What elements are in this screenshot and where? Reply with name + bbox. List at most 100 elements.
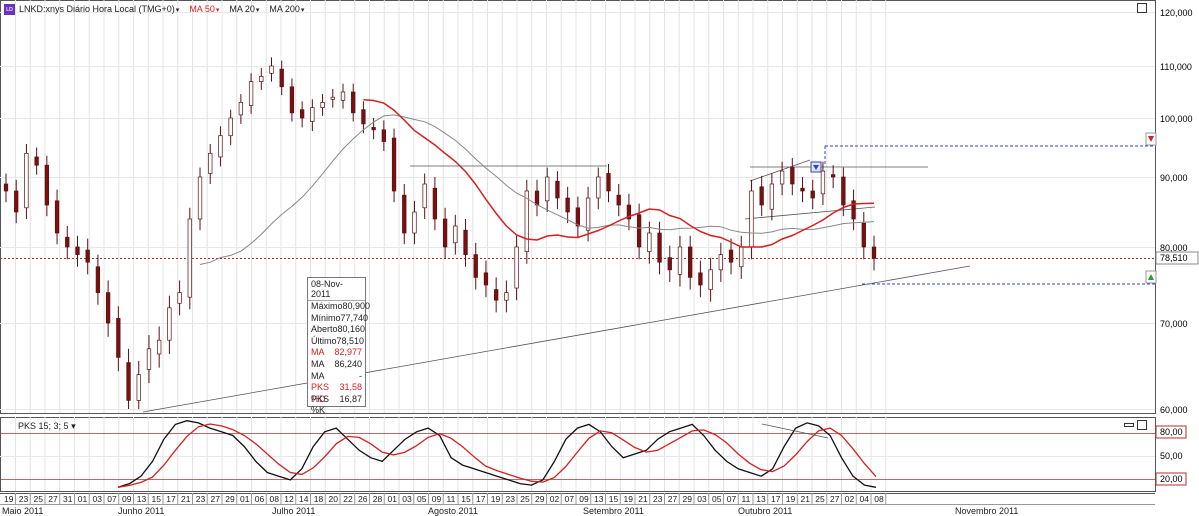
maximize-icon[interactable] [1137,420,1147,430]
candle-body[interactable] [708,269,713,290]
candle-body[interactable] [626,204,632,220]
candle-body[interactable] [698,272,703,286]
candle-body[interactable] [412,211,417,234]
candle-body[interactable] [248,81,254,106]
candle-body[interactable] [453,225,458,244]
candle-body[interactable] [351,91,356,114]
candle-body[interactable] [116,318,121,358]
candle-body[interactable] [851,200,856,220]
candle-body[interactable] [44,164,49,206]
candle-body[interactable] [14,190,19,213]
ma20-line[interactable] [199,114,875,265]
candle-body[interactable] [146,348,152,370]
candle-body[interactable] [340,91,346,101]
indicator-divergence-line[interactable] [761,423,829,439]
candle-body[interactable] [320,102,325,108]
candle-body[interactable] [391,137,397,192]
candle-body[interactable] [688,246,693,278]
candle-body[interactable] [126,362,131,401]
candle-body[interactable] [330,96,335,100]
app-logo[interactable]: ʟᴅ [4,3,15,15]
candle-body[interactable] [381,129,386,142]
candle-body[interactable] [422,183,427,209]
pks-d-line[interactable] [117,423,877,488]
candle-body[interactable] [54,200,60,234]
candle-body[interactable] [75,246,80,255]
candle-body[interactable] [473,254,478,278]
candle-body[interactable] [483,272,489,286]
candle-body[interactable] [371,127,376,131]
candle-body[interactable] [677,246,683,275]
pks-k-line[interactable] [117,420,877,488]
maximize-icon[interactable] [1137,3,1147,13]
candle-body[interactable] [95,266,101,293]
candle-body[interactable] [841,176,846,206]
candle-body[interactable] [861,222,866,248]
candlestick-series[interactable] [3,57,877,409]
candle-body[interactable] [749,190,754,248]
indicator-selector[interactable]: PKS 15; 3; 5 ▾ [18,421,76,432]
candle-body[interactable] [310,107,315,122]
candle-body[interactable] [504,292,509,301]
candle-body[interactable] [463,229,468,255]
ma20-selector[interactable]: MA 20▾ [229,4,259,14]
candle-body[interactable] [657,232,662,263]
candle-body[interactable] [739,246,744,268]
candle-body[interactable] [494,289,499,301]
candle-body[interactable] [616,194,621,206]
candle-body[interactable] [790,167,795,185]
candle-body[interactable] [596,176,601,199]
candle-body[interactable] [228,117,233,137]
candle-body[interactable] [565,197,570,213]
ma200-selector[interactable]: MA 200▾ [269,4,304,14]
candle-body[interactable] [800,187,805,192]
candle-body[interactable] [769,183,775,210]
candle-body[interactable] [208,153,213,174]
candle-body[interactable] [606,173,611,192]
candle-body[interactable] [831,174,836,178]
candle-body[interactable] [136,374,141,401]
candle-body[interactable] [157,339,162,355]
candle-body[interactable] [259,76,264,82]
candle-body[interactable] [24,153,29,209]
candle-body[interactable] [636,214,642,248]
candle-body[interactable] [187,218,192,298]
candle-body[interactable] [545,176,550,202]
ma50-selector[interactable]: MA 50▾ [189,4,219,14]
support-trendline[interactable] [142,265,971,413]
candle-body[interactable] [177,292,182,304]
candle-body[interactable] [585,197,591,231]
candle-body[interactable] [728,249,734,263]
candle-body[interactable] [167,307,172,341]
candle-body[interactable] [555,180,560,199]
candle-body[interactable] [85,249,90,263]
candle-body[interactable] [238,102,244,116]
ma50-line[interactable] [363,99,875,248]
candle-body[interactable] [524,190,529,252]
symbol-selector[interactable]: LNKD:xnys Diário Hora Local (TMG+0)▾ [19,4,179,14]
candle-body[interactable] [3,183,9,192]
candle-body[interactable] [299,109,305,119]
candle-body[interactable] [442,218,448,248]
candle-body[interactable] [871,246,877,259]
candle-body[interactable] [361,109,366,125]
candle-body[interactable] [534,190,540,206]
candle-body[interactable] [820,170,826,195]
candle-body[interactable] [197,176,203,220]
candle-body[interactable] [34,156,39,166]
candle-body[interactable] [218,135,223,158]
candle-body[interactable] [810,190,815,199]
channel-top-line[interactable] [749,159,811,182]
candle-body[interactable] [575,207,581,227]
candle-body[interactable] [279,68,284,88]
candle-body[interactable] [269,65,274,74]
candle-body[interactable] [667,257,672,271]
candle-body[interactable] [105,292,111,324]
candle-body[interactable] [402,194,407,234]
candle-body[interactable] [65,236,70,248]
candle-body[interactable] [432,187,438,220]
candle-body[interactable] [718,254,723,271]
candle-body[interactable] [647,232,652,252]
candle-body[interactable] [289,86,295,114]
candle-body[interactable] [514,246,519,289]
